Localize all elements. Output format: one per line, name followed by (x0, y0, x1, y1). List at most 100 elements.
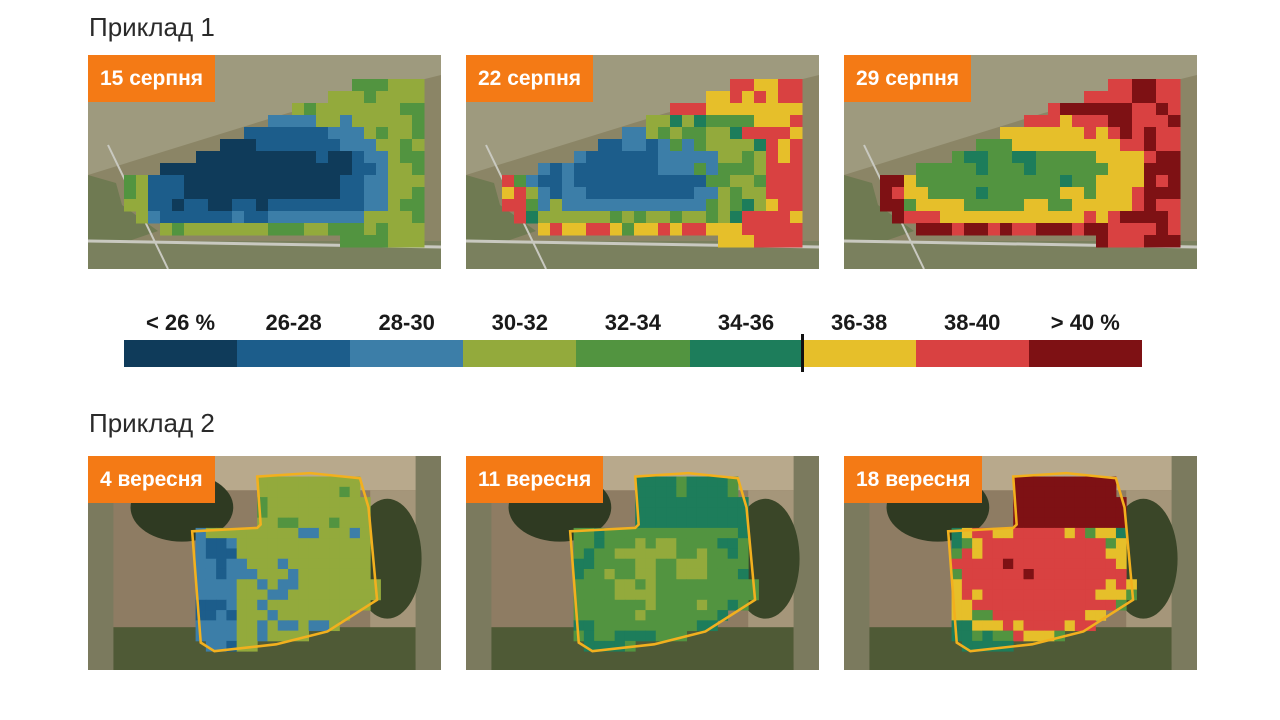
moisture-cell (1108, 187, 1121, 200)
moisture-cell (1105, 568, 1117, 580)
moisture-cell (172, 223, 185, 236)
moisture-cell (550, 175, 563, 188)
moisture-cell (624, 527, 636, 539)
moisture-cell (205, 548, 217, 560)
moisture-cell (376, 151, 389, 164)
moisture-cell (1013, 610, 1024, 621)
moisture-cell (196, 199, 209, 212)
moisture-cell (1105, 538, 1117, 549)
moisture-cell (280, 151, 293, 164)
moisture-cell (160, 175, 173, 188)
field-boundary (190, 471, 379, 653)
moisture-cell (308, 568, 320, 580)
moisture-cell (635, 507, 646, 519)
moisture-cell (267, 517, 279, 529)
moisture-cell (339, 548, 351, 560)
moisture-cell (754, 103, 767, 116)
moisture-cell (308, 497, 320, 508)
moisture-cell (388, 235, 401, 248)
moisture-cell (1168, 235, 1181, 248)
moisture-cell (707, 527, 718, 539)
moisture-cell (1132, 103, 1145, 116)
moisture-cell (730, 175, 743, 188)
moisture-cell (951, 599, 963, 611)
moisture-cell (226, 548, 238, 560)
moisture-cell (388, 79, 401, 92)
moisture-cell (236, 589, 248, 601)
moisture-cell (928, 211, 941, 224)
moisture-cell (694, 115, 707, 128)
moisture-cell (1023, 630, 1035, 642)
moisture-cell (1072, 223, 1085, 236)
moisture-cell (1054, 476, 1066, 488)
moisture-cell (267, 599, 279, 611)
moisture-cell (586, 175, 599, 188)
moisture-cell (400, 115, 413, 128)
moisture-cell (1115, 579, 1127, 590)
moisture-cell (655, 610, 667, 621)
field-boundary (946, 471, 1135, 653)
moisture-cell (1023, 599, 1035, 611)
moisture-cell (730, 187, 743, 200)
moisture-cell (707, 558, 718, 570)
moisture-cell (670, 115, 683, 128)
moisture-cell (160, 223, 173, 236)
moisture-cell (666, 610, 677, 621)
moisture-cell (766, 139, 779, 152)
moisture-cell (742, 175, 755, 188)
moisture-cell (1096, 103, 1109, 116)
moisture-cell (1002, 558, 1014, 570)
moisture-map-panel: 11 вересня (466, 456, 819, 670)
moisture-cell (1060, 151, 1073, 164)
moisture-cell (412, 211, 425, 224)
moisture-cell (573, 527, 585, 539)
moisture-cell (1115, 589, 1127, 601)
moisture-cell (1105, 476, 1117, 488)
moisture-cell (257, 507, 268, 519)
moisture-cell (1002, 599, 1014, 611)
moisture-cell (257, 568, 268, 580)
moisture-cell (988, 223, 1001, 236)
moisture-cell (298, 589, 310, 601)
moisture-cell (1168, 199, 1181, 212)
moisture-cell (594, 558, 605, 570)
moisture-cell (583, 548, 595, 560)
moisture-cell (1012, 223, 1025, 236)
moisture-cell (1168, 103, 1181, 116)
moisture-cell (778, 79, 791, 92)
moisture-cell (1108, 127, 1121, 140)
moisture-cell (205, 640, 217, 652)
moisture-cell (1013, 589, 1024, 601)
moisture-cell (339, 579, 351, 590)
moisture-cell (1012, 151, 1025, 164)
moisture-cell (717, 568, 729, 580)
moisture-cell (1060, 127, 1073, 140)
moisture-cell (244, 187, 257, 200)
moisture-cell (220, 223, 233, 236)
moisture-cell (604, 630, 616, 642)
moisture-cell (244, 199, 257, 212)
moisture-cell (400, 151, 413, 164)
moisture-cell (586, 211, 599, 224)
moisture-cell (583, 610, 595, 621)
moisture-cell (964, 151, 977, 164)
moisture-cell (586, 223, 599, 236)
moisture-cell (226, 630, 238, 642)
date-badge: 18 вересня (844, 456, 983, 503)
moisture-cell (205, 589, 217, 601)
field-boundary (568, 471, 757, 653)
moisture-cell (718, 223, 731, 236)
moisture-cell (686, 486, 698, 498)
moisture-cell (718, 115, 731, 128)
moisture-cell (298, 610, 310, 621)
moisture-cell (778, 103, 791, 116)
moisture-cell (1085, 610, 1096, 621)
moisture-cell (676, 579, 688, 590)
moisture-cell (727, 497, 739, 508)
moisture-cell (328, 151, 341, 164)
legend-label: > 40 % (1050, 310, 1120, 335)
moisture-cell (604, 620, 616, 632)
moisture-cell (1000, 163, 1013, 176)
moisture-cell (376, 91, 389, 104)
moisture-cell (376, 199, 389, 212)
